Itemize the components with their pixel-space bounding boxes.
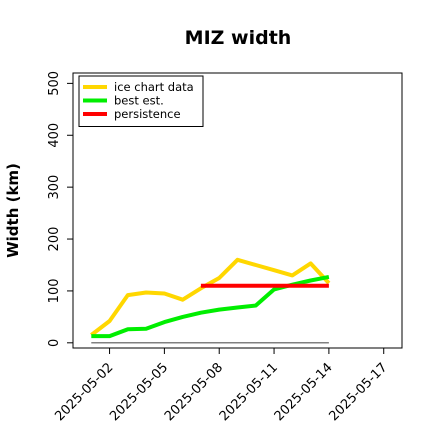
x-axis: 2025-05-022025-05-052025-05-082025-05-11… — [52, 348, 391, 424]
y-tick-label: 200 — [47, 227, 62, 252]
x-tick-label: 2025-05-05 — [107, 360, 171, 424]
series-layer — [90, 257, 331, 344]
y-tick-label: 100 — [47, 279, 62, 304]
chart-title: MIZ width — [185, 27, 292, 49]
legend-label-ice-chart-data: ice chart data — [114, 80, 194, 94]
x-tick-label: 2025-05-11 — [217, 360, 281, 424]
y-tick-label: 500 — [47, 71, 62, 96]
y-tick-label: 300 — [47, 175, 62, 200]
plot-frame — [72, 72, 403, 349]
x-tick-label: 2025-05-14 — [272, 360, 336, 424]
x-tick-label: 2025-05-02 — [52, 360, 116, 424]
series-line-ice-chart-data — [90, 257, 331, 337]
y-axis: 0 100 200 300 400 500 — [47, 71, 73, 347]
legend-label-best-est: best est. — [114, 94, 164, 108]
legend-label-persistence: persistence — [114, 107, 181, 121]
y-axis-label: Width (km) — [4, 163, 22, 258]
x-tick-label: 2025-05-17 — [327, 360, 391, 424]
x-tick-label: 2025-05-08 — [162, 360, 226, 424]
y-tick-label: 0 — [47, 339, 62, 347]
y-tick-label: 400 — [47, 123, 62, 148]
